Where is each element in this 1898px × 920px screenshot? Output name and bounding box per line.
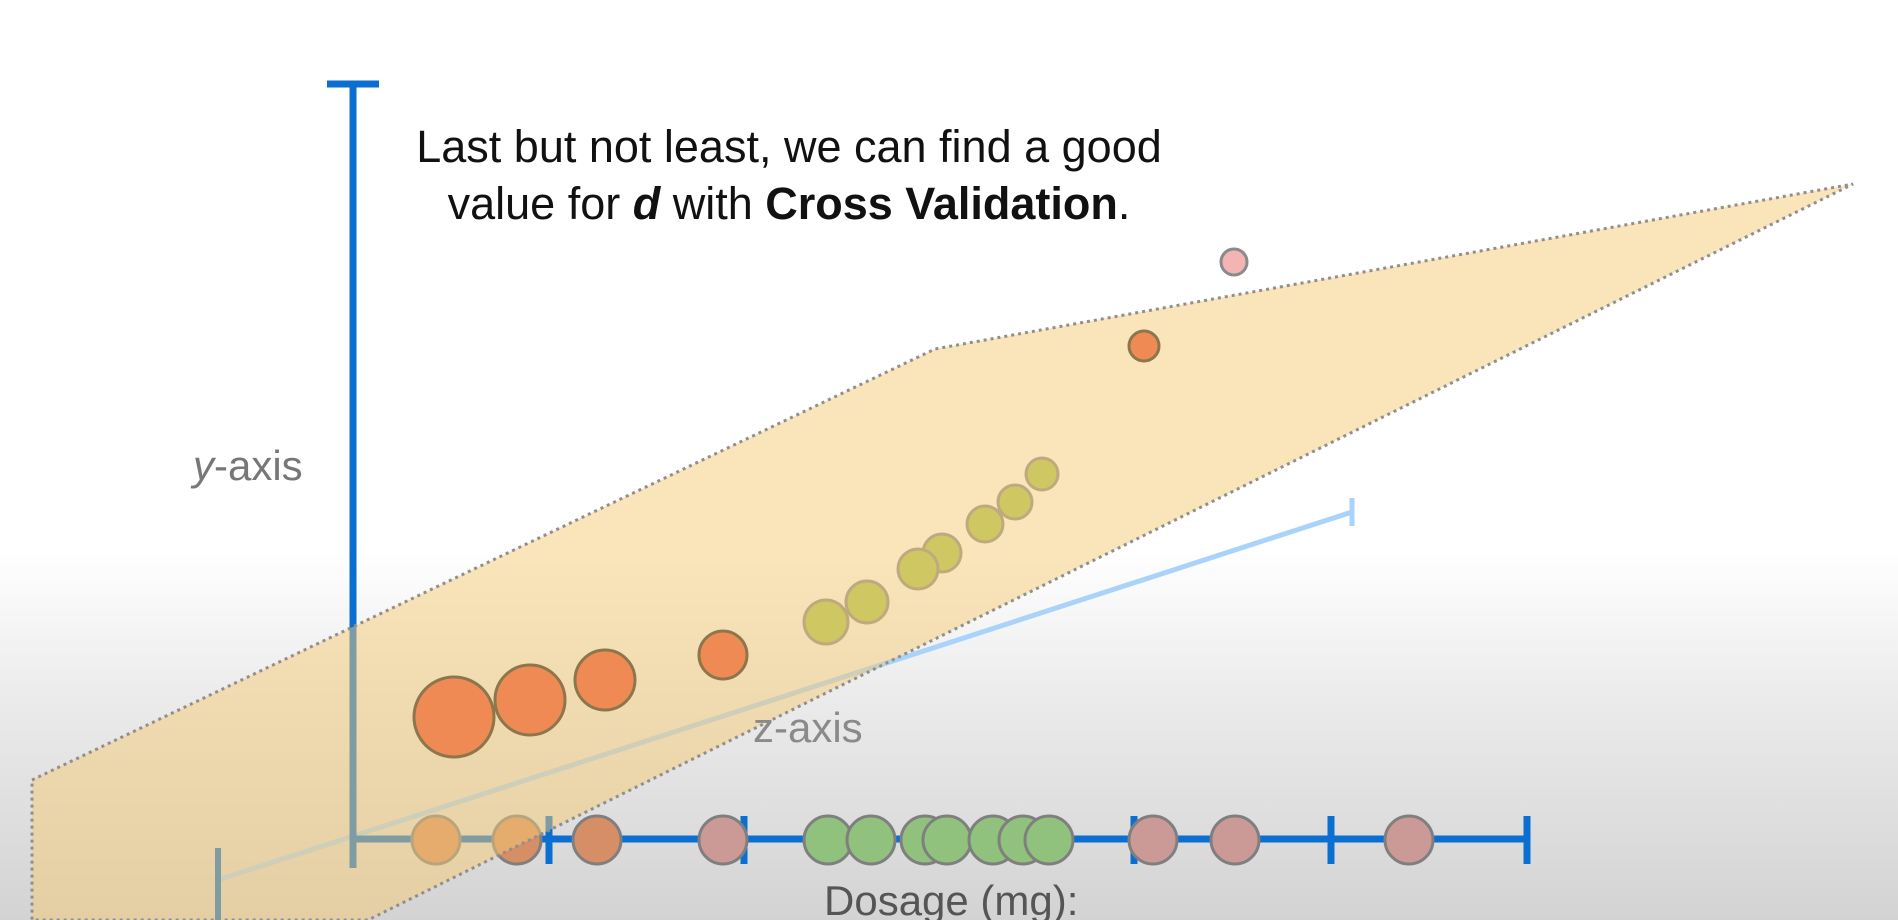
caption-variable: d bbox=[632, 178, 661, 229]
caption-part2: with bbox=[660, 178, 766, 229]
fitted-plane bbox=[30, 182, 1854, 920]
x-axis-label: Dosage (mg): bbox=[824, 877, 1078, 920]
dosage-point-orange bbox=[571, 814, 623, 866]
point-pale-red bbox=[1219, 247, 1249, 277]
dosage-point-green bbox=[802, 814, 854, 866]
dosage-point-green bbox=[845, 814, 897, 866]
dosage-point-pink bbox=[1127, 814, 1179, 866]
dosage-point-pink bbox=[1383, 814, 1435, 866]
y-axis-label-italic: y bbox=[190, 442, 217, 489]
caption-part1: Last but not least, we can find a good v… bbox=[416, 121, 1162, 229]
dosage-point-pink bbox=[1209, 814, 1261, 866]
caption-part3: . bbox=[1117, 178, 1131, 229]
dosage-point-pink bbox=[697, 814, 749, 866]
y-axis-label-rest: -axis bbox=[214, 442, 303, 489]
y-axis-label: y-axis bbox=[190, 442, 303, 489]
dosage-point-green bbox=[1023, 814, 1075, 866]
dosage-point-green bbox=[921, 814, 973, 866]
z-axis-label: z-axis bbox=[753, 704, 863, 751]
caption-text: Last but not least, we can find a good v… bbox=[400, 118, 1178, 232]
caption-emphasis: Cross Validation bbox=[765, 178, 1118, 229]
